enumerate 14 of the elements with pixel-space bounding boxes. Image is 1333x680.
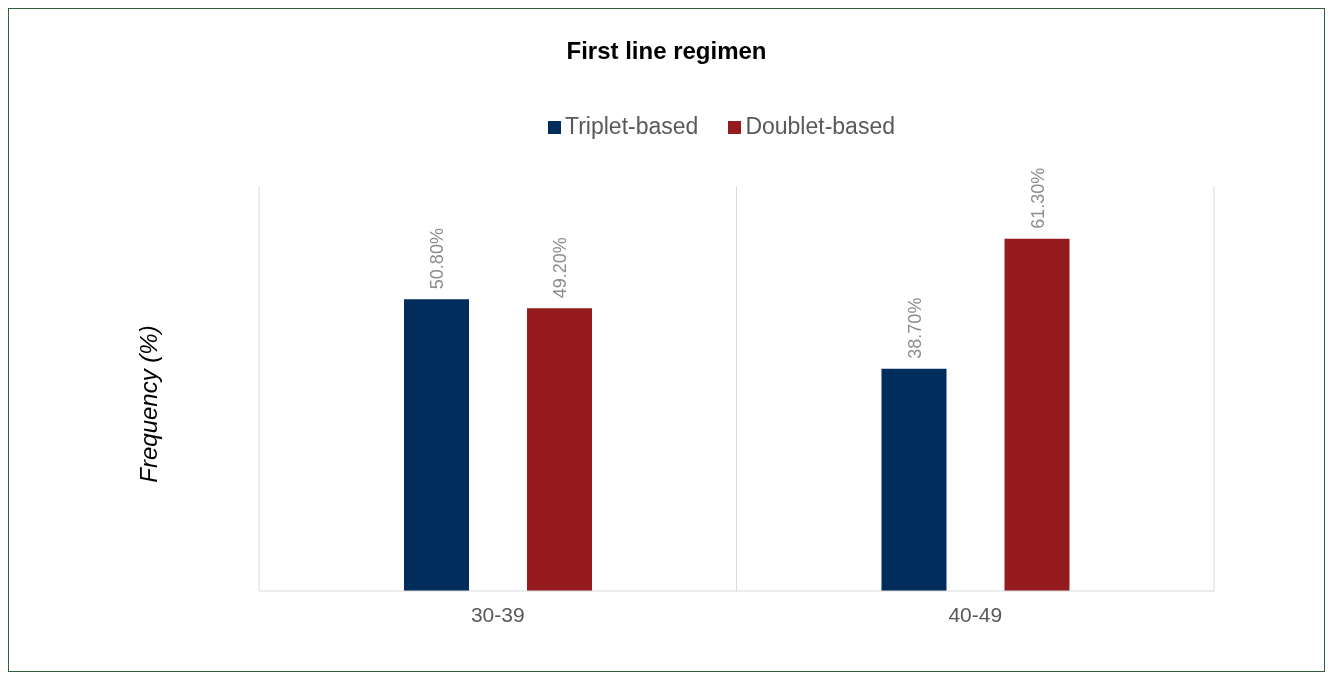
data-label: 50.80% [427,228,448,290]
bar [527,308,592,591]
data-label: 38.70% [905,297,925,359]
bar [881,368,947,591]
x-tick-label: 30-39 [470,602,525,626]
chart-title: First line regimen [565,37,768,65]
data-label: 49.20% [550,237,571,299]
bar [1004,238,1070,591]
data-label: 61.30% [1028,167,1048,229]
legend-label: Triplet-based [565,113,699,139]
y-axis-title: Frequency (%) [135,325,163,483]
x-tick-label: 40-49 [948,602,1003,626]
bar [404,299,469,591]
legend-label: Doublet-based [745,113,895,139]
